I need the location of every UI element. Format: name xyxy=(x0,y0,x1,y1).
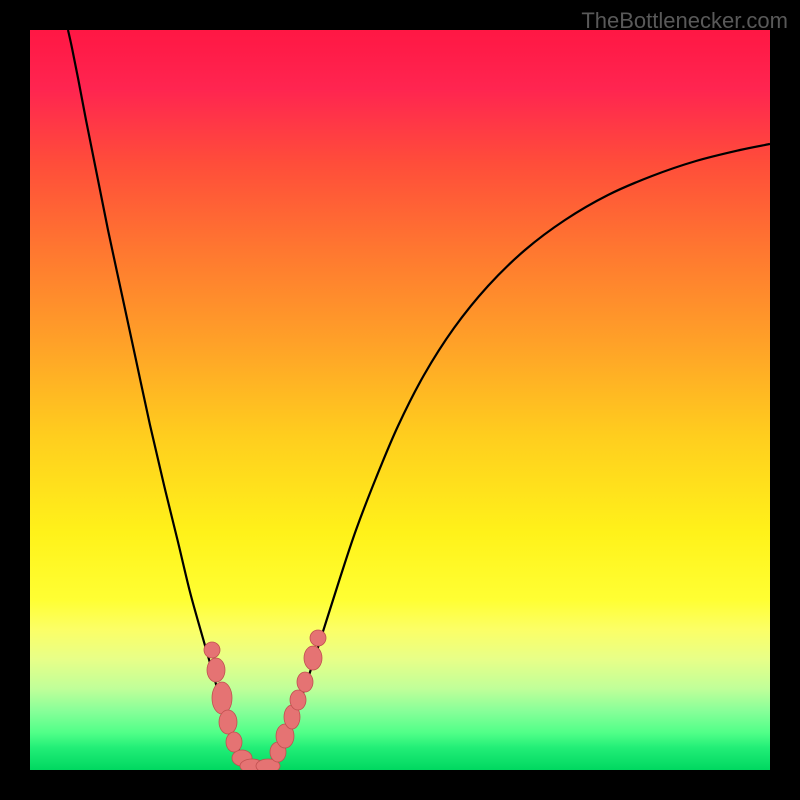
data-marker xyxy=(304,646,322,670)
right-branch-curve xyxy=(258,144,770,768)
data-marker xyxy=(310,630,326,646)
data-marker xyxy=(204,642,220,658)
data-marker xyxy=(290,690,306,710)
data-marker xyxy=(212,682,232,714)
data-marker xyxy=(207,658,225,682)
chart-plot-area xyxy=(30,30,770,770)
data-marker xyxy=(297,672,313,692)
watermark-text: TheBottlenecker.com xyxy=(581,8,788,34)
data-marker xyxy=(219,710,237,734)
left-branch-curve xyxy=(68,30,258,768)
data-marker xyxy=(226,732,242,752)
data-markers xyxy=(204,630,326,770)
curve-overlay xyxy=(30,30,770,770)
